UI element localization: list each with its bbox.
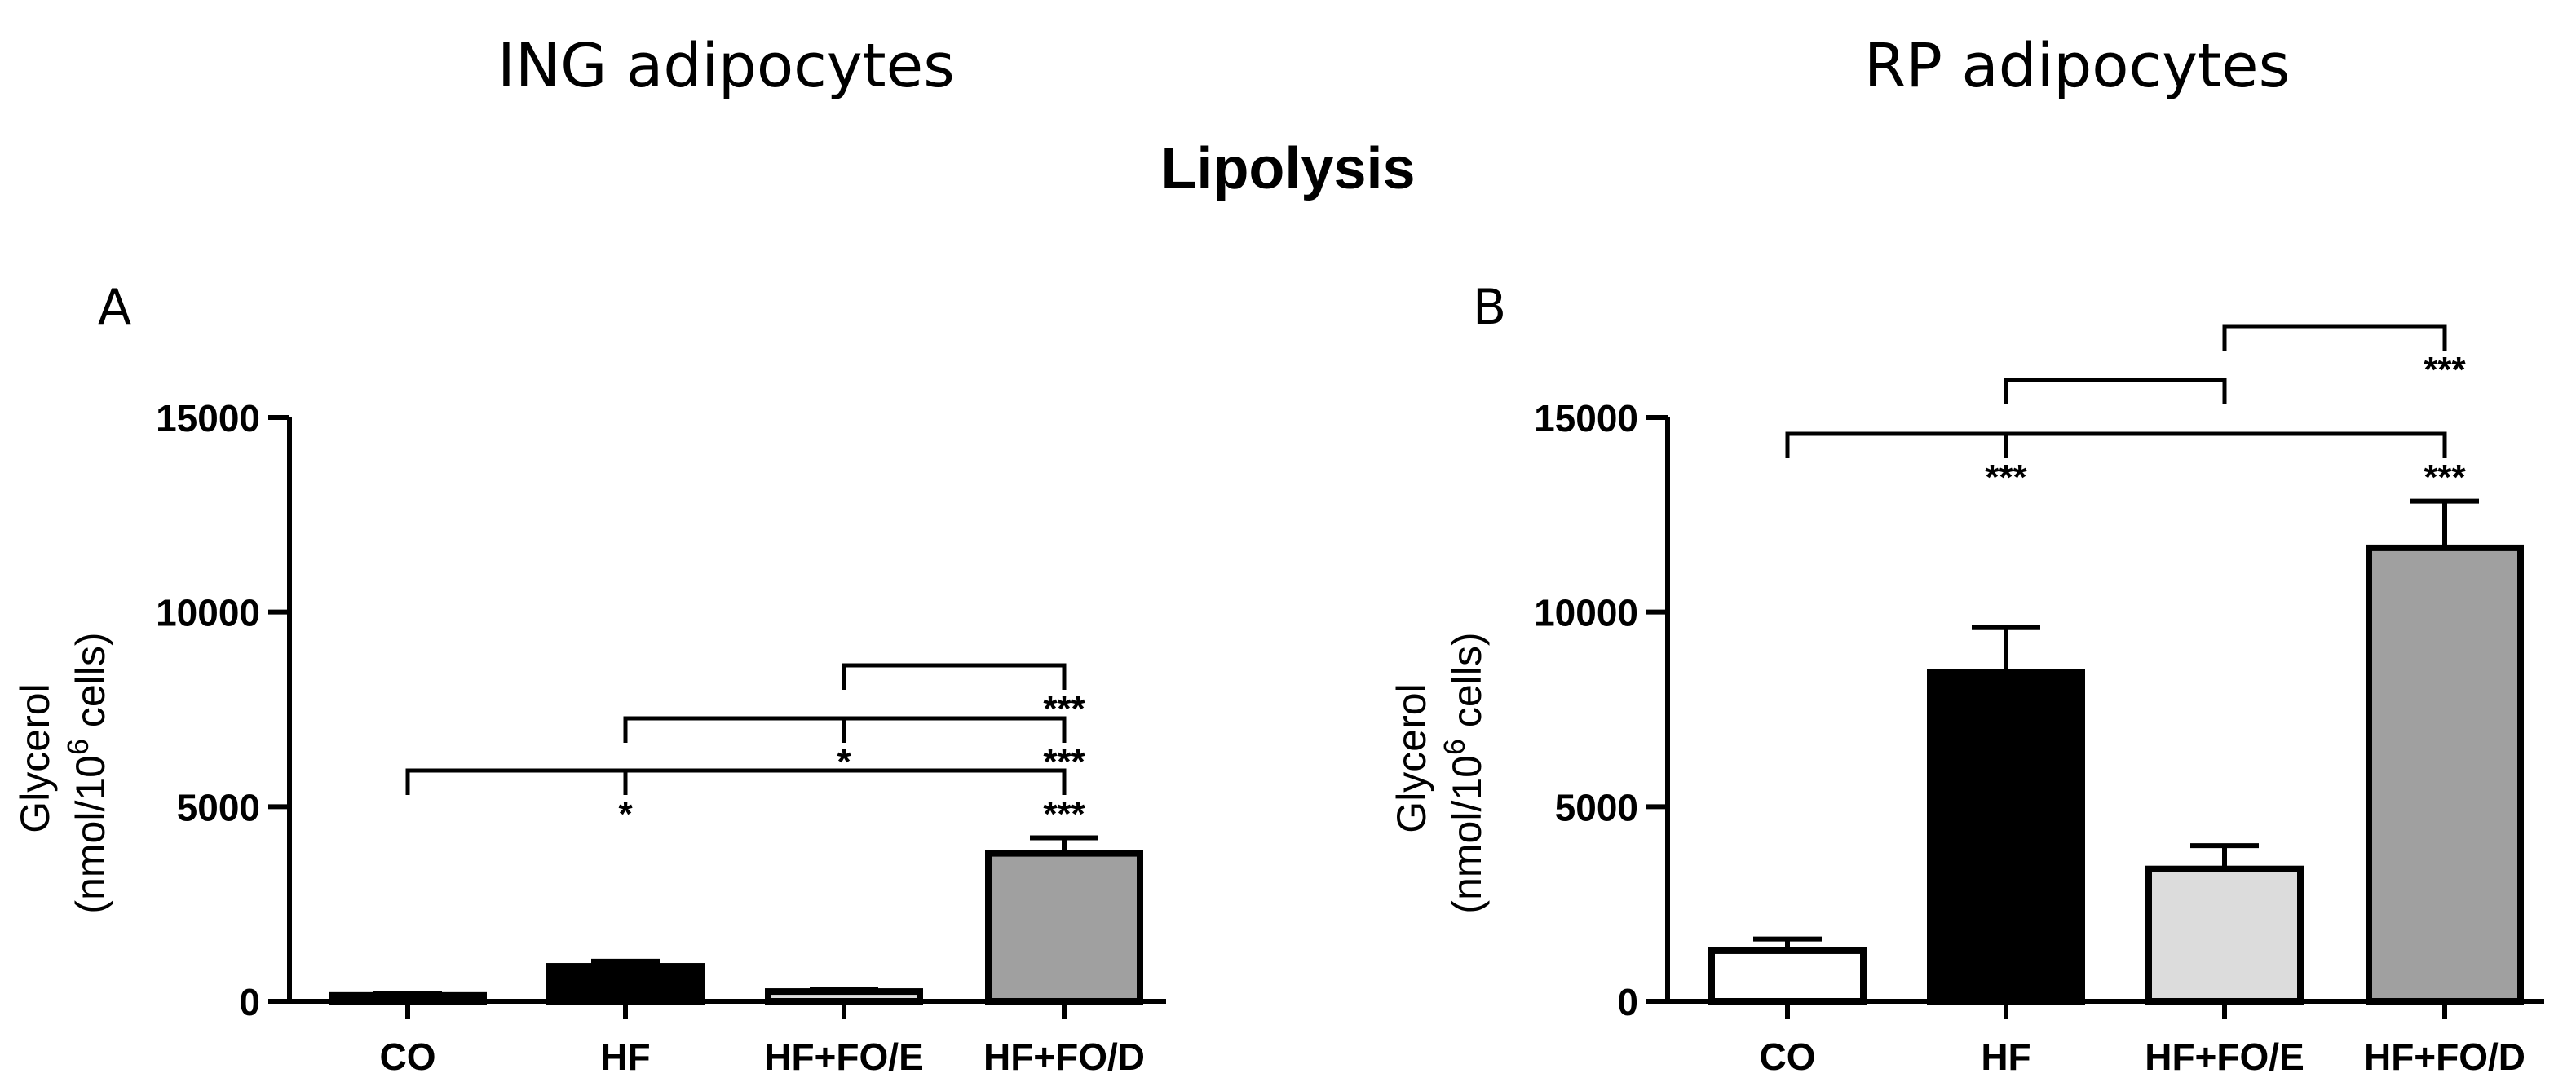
y-axis-label-line2: (nmol/106 cells) (61, 632, 113, 913)
bar-hf-fo-e (765, 988, 923, 1005)
panel-a-label: A (98, 279, 132, 336)
significance-label: *** (1043, 689, 1085, 729)
y-axis-label-part: (nmol/10 (1444, 755, 1490, 914)
panel-b-plot: 0 5000 10000 15000 Glycerol (nmol/106 cells) C… (1389, 324, 2544, 1078)
y-tick-label: 15000 (1534, 397, 1638, 439)
panel-b-label: B (1473, 279, 1507, 336)
y-axis-label: Glycerol (nmol/106 cells) (12, 632, 113, 913)
bar-co (1708, 947, 1867, 1005)
bracket-line (842, 663, 1067, 690)
x-tick-label: HF+FO/E (2145, 1036, 2304, 1078)
y-tick-label: 0 (1617, 981, 1638, 1023)
y-axis-label-line1: Glycerol (12, 683, 58, 832)
bracket-line (1785, 431, 2447, 458)
significance-label: *** (1043, 742, 1085, 782)
y-axis-label: Glycerol (nmol/106 cells) (1389, 632, 1490, 913)
y-axis-label-line1: Glycerol (1389, 683, 1434, 832)
y-axis-label-superscript: 6 (1438, 739, 1471, 755)
significance-label: *** (2424, 457, 2466, 497)
y-axis-label-superscript: 6 (61, 739, 95, 755)
significance-bracket: * *** (405, 768, 1086, 834)
y-tick-label: 0 (239, 981, 260, 1023)
bar-hf (546, 963, 705, 1005)
y-axis-label-part: cells) (68, 632, 113, 739)
x-tick-label: HF+FO/D (983, 1036, 1145, 1078)
y-tick-label: 5000 (177, 786, 260, 828)
significance-label: *** (1043, 794, 1085, 834)
y-tick-label: 10000 (156, 592, 260, 634)
panel-b-title: RP adipocytes (1863, 31, 2291, 101)
x-tick-label: CO (380, 1036, 436, 1078)
significance-label: *** (2424, 350, 2466, 390)
y-tick-label: 5000 (1555, 786, 1638, 828)
bar-hf-fo-d (2366, 544, 2524, 1005)
significance-bracket: * *** (1785, 431, 2467, 497)
y-axis-label-part: cells) (1444, 632, 1490, 739)
x-tick-label: HF (600, 1036, 650, 1078)
x-tick-label: CO (1760, 1036, 1816, 1078)
figure-title: Lipolysis (1160, 136, 1416, 201)
y-axis-label-part: (nmol/10 (68, 755, 113, 914)
bracket-line (2004, 378, 2227, 404)
x-tick-label: HF (1981, 1036, 2030, 1078)
bar-hf-fo-d (985, 850, 1143, 1005)
significance-label: * (618, 794, 633, 834)
significance-label: * (1999, 457, 2013, 497)
bracket-line (405, 768, 1067, 795)
significance-label: * (837, 742, 851, 782)
bar-hf-fo-e (2145, 865, 2304, 1005)
bracket-line (2222, 324, 2447, 351)
significance-bracket: * *** (623, 716, 1086, 782)
panel-a-plot: 0 5000 10000 15000 Glycerol (nmol/106 cells) C… (12, 397, 1166, 1078)
bar-co (329, 991, 487, 1005)
panel-a-title: ING adipocytes (497, 31, 955, 101)
significance-label: *** (1985, 457, 2027, 497)
x-tick-label: HF+FO/D (2364, 1036, 2525, 1078)
y-tick-label: 15000 (156, 397, 260, 439)
significance-bracket (2004, 378, 2227, 404)
y-tick-label: 10000 (1534, 592, 1638, 634)
significance-bracket: *** (842, 663, 1086, 729)
bar-hf (1927, 669, 2085, 1005)
significance-bracket: *** (2222, 324, 2467, 390)
x-tick-label: HF+FO/E (764, 1036, 924, 1078)
y-axis-label-line2: (nmol/106 cells) (1438, 632, 1490, 913)
